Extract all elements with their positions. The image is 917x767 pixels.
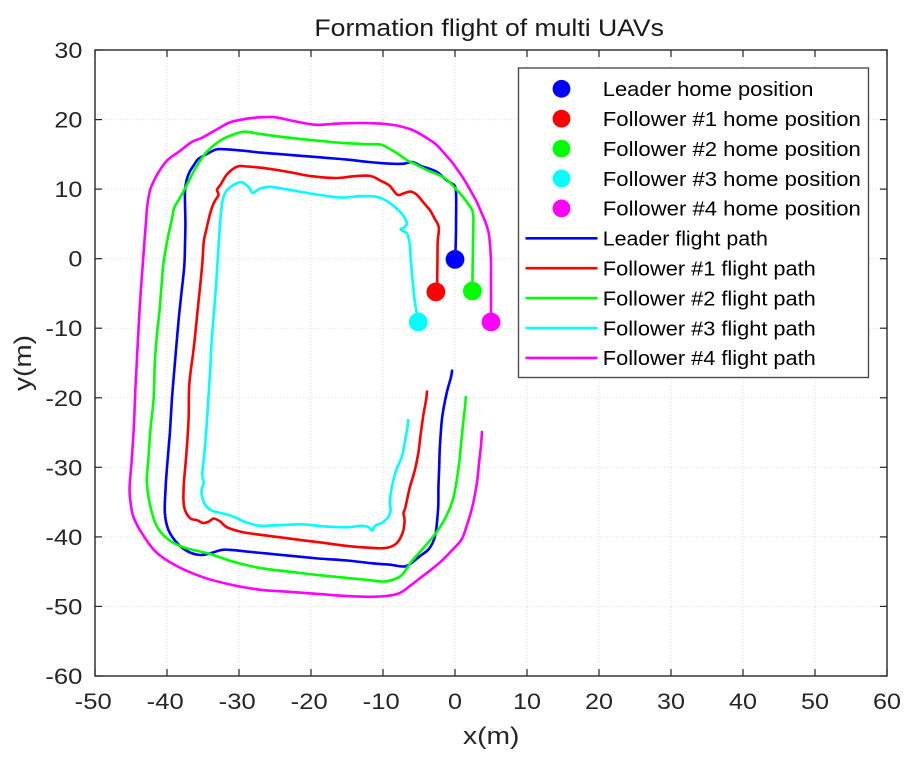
svg-text:-20: -20 (45, 386, 82, 411)
svg-text:-50: -50 (75, 689, 112, 714)
svg-text:30: 30 (657, 689, 685, 714)
svg-text:-50: -50 (45, 594, 82, 619)
svg-text:0: 0 (68, 247, 82, 272)
svg-text:Follower #1 flight path: Follower #1 flight path (603, 259, 816, 281)
svg-text:Follower #4 home position: Follower #4 home position (603, 199, 861, 221)
svg-text:30: 30 (54, 38, 82, 63)
svg-text:20: 20 (585, 689, 613, 714)
svg-text:Follower #3 flight path: Follower #3 flight path (603, 318, 816, 340)
svg-text:y(m): y(m) (10, 335, 37, 391)
svg-text:-40: -40 (45, 525, 82, 550)
svg-text:Follower #3 home position: Follower #3 home position (603, 169, 861, 191)
svg-text:10: 10 (54, 177, 82, 202)
svg-text:-30: -30 (219, 689, 256, 714)
svg-text:x(m): x(m) (463, 723, 519, 750)
svg-text:Follower #1 home position: Follower #1 home position (603, 109, 861, 131)
svg-text:Leader flight path: Leader flight path (603, 229, 768, 251)
svg-text:Follower #2 home position: Follower #2 home position (603, 139, 861, 161)
svg-text:Follower #4 flight path: Follower #4 flight path (603, 348, 816, 370)
svg-text:-30: -30 (45, 455, 82, 480)
svg-text:-20: -20 (291, 689, 328, 714)
svg-text:Follower #2 flight path: Follower #2 flight path (603, 288, 816, 310)
svg-text:-10: -10 (363, 689, 400, 714)
svg-text:10: 10 (513, 689, 541, 714)
svg-text:50: 50 (801, 689, 829, 714)
svg-text:60: 60 (873, 689, 901, 714)
svg-text:-40: -40 (147, 689, 184, 714)
svg-text:40: 40 (729, 689, 757, 714)
svg-text:-10: -10 (45, 316, 82, 341)
svg-text:Leader home position: Leader home position (603, 79, 814, 101)
svg-text:0: 0 (448, 689, 462, 714)
svg-text:Formation flight of multi UAVs: Formation flight of multi UAVs (314, 15, 664, 42)
svg-text:-60: -60 (45, 664, 82, 689)
svg-text:20: 20 (54, 108, 82, 133)
